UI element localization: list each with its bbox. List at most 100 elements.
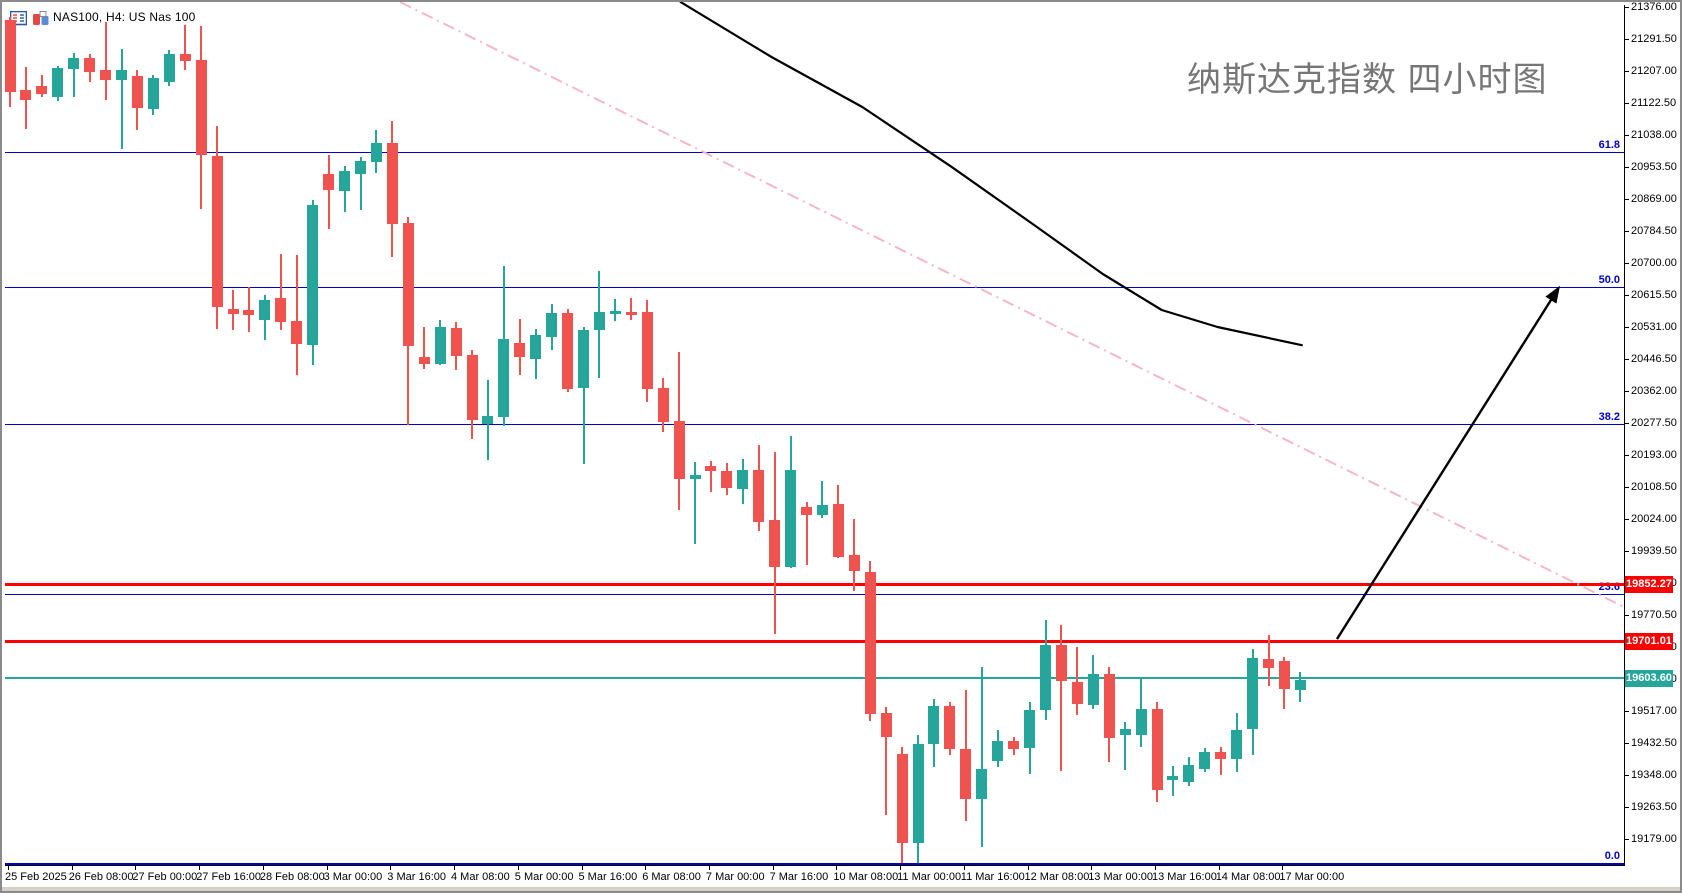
candle (912, 744, 924, 844)
candle (466, 355, 478, 421)
price-tick-mark (1624, 487, 1629, 488)
price-tick-mark (1624, 199, 1629, 200)
time-tick-mark (71, 865, 73, 870)
candle (243, 310, 255, 315)
candle (1278, 661, 1290, 689)
candle (418, 356, 430, 365)
time-tick-mark (708, 865, 710, 870)
horizontal-line-19701.01[interactable] (5, 639, 1624, 643)
time-axis-line (5, 865, 1625, 866)
candle (1247, 658, 1258, 729)
candle (1119, 728, 1131, 735)
time-tick-label: 27 Feb 16:00 (196, 871, 262, 883)
candle (1263, 659, 1274, 669)
time-tick-mark (390, 865, 392, 870)
horizontal-line-19603.60[interactable] (5, 677, 1624, 680)
price-tick-mark (1624, 423, 1629, 424)
price-tick-mark (1624, 615, 1629, 616)
price-tick-mark (1624, 71, 1629, 72)
time-tick-mark (1282, 865, 1284, 870)
time-tick-label: 10 Mar 08:00 (833, 871, 899, 883)
time-tick-label: 17 Mar 00:00 (1279, 871, 1345, 883)
candle (816, 505, 828, 515)
candle (578, 330, 589, 388)
candle-wick (1171, 765, 1174, 796)
candle (609, 311, 621, 315)
time-tick-mark (900, 865, 902, 870)
candle (801, 507, 812, 515)
candle (1294, 680, 1306, 690)
time-tick-mark (199, 865, 201, 870)
fib-line-0.0[interactable] (5, 862, 1624, 865)
price-tick-mark (1624, 455, 1629, 456)
price-tick-mark (1624, 327, 1629, 328)
candle (1087, 673, 1099, 705)
candle (1040, 645, 1051, 710)
time-tick-mark (1155, 865, 1156, 870)
price-tick-mark (1624, 775, 1629, 776)
fib-label-0.0: 0.0 (1604, 849, 1620, 862)
candle (163, 54, 175, 82)
candle (211, 155, 223, 307)
price-tick-mark (1624, 231, 1629, 232)
price-tick-mark (1624, 359, 1629, 360)
candle (1151, 708, 1163, 791)
candle (1135, 708, 1147, 735)
candle (259, 300, 271, 320)
time-tick-mark (8, 865, 9, 870)
candle (195, 60, 207, 156)
price-axis-line (1624, 5, 1625, 866)
candle-wick (614, 299, 617, 321)
candle (848, 555, 860, 571)
candle (864, 572, 876, 714)
candle (928, 706, 940, 744)
time-tick-label: 11 Mar 16:00 (960, 871, 1025, 883)
price-tick-label: 20446.50 (1631, 352, 1677, 365)
candle (1103, 673, 1115, 738)
candle-wick (247, 286, 250, 332)
candle (1183, 765, 1195, 782)
candle (721, 470, 733, 488)
candle (832, 503, 844, 557)
candle (737, 469, 749, 490)
candle (1024, 709, 1035, 748)
candle (514, 342, 526, 357)
time-tick-label: 3 Mar 00:00 (323, 871, 383, 883)
candle (593, 311, 605, 331)
symbol-label: NAS100, H4: US Nas 100 (53, 10, 196, 24)
price-tick-label: 20277.50 (1631, 416, 1677, 429)
time-tick-mark (1027, 865, 1029, 870)
price-tick-mark (1624, 7, 1629, 8)
price-tick-mark (1624, 263, 1629, 264)
window-bottom-edge (2, 887, 1680, 891)
time-tick-mark (645, 865, 647, 870)
candle (1199, 751, 1211, 769)
price-tick-mark (1624, 743, 1629, 744)
candle (705, 466, 717, 471)
price-tick-label: 20615.50 (1631, 288, 1677, 301)
candle (1215, 751, 1227, 760)
candle-wick (184, 25, 187, 70)
price-tick-mark (1624, 135, 1629, 136)
price-tick-label: 19939.50 (1631, 544, 1677, 557)
candle (498, 339, 510, 418)
time-tick-label: 6 Mar 08:00 (642, 871, 701, 883)
candle (530, 335, 542, 359)
candle (355, 161, 366, 174)
time-tick-mark (1218, 865, 1220, 870)
price-tick-label: 21376.00 (1631, 0, 1677, 13)
time-tick-label: 3 Mar 16:00 (387, 871, 446, 883)
price-tick-label: 21291.50 (1631, 32, 1677, 45)
price-tick-mark (1624, 295, 1629, 296)
candle (386, 143, 398, 224)
price-tick-label: 20784.50 (1631, 224, 1677, 237)
price-tick-label: 20362.00 (1631, 384, 1677, 397)
candle-wick (359, 157, 362, 210)
price-tick-mark (1624, 839, 1629, 840)
candle (1167, 776, 1179, 780)
candle-wick (120, 49, 123, 149)
price-tick-mark (1624, 103, 1629, 104)
time-tick-mark (836, 865, 838, 870)
charts-icon[interactable] (32, 11, 50, 31)
